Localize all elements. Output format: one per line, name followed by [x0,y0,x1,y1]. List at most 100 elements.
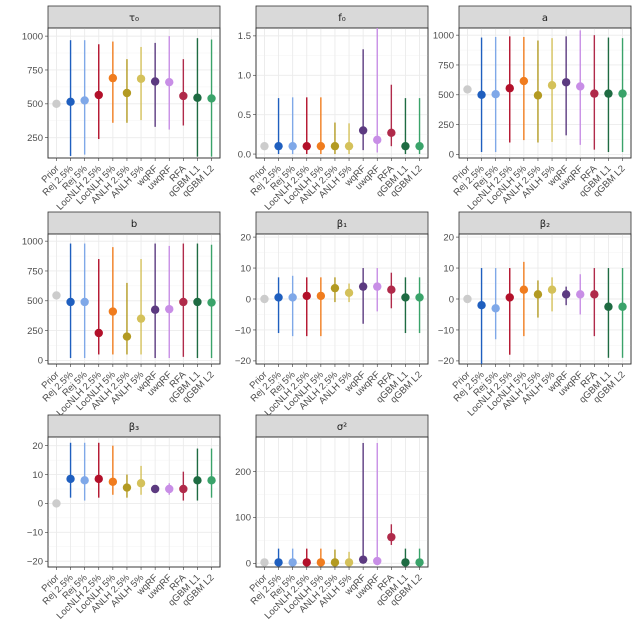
point-1 [260,294,269,304]
panel-title: σ² [337,422,347,433]
point-6 [533,91,543,100]
point-1 [52,291,61,300]
point-12 [207,476,216,485]
point-6 [122,88,132,98]
point-2 [274,293,283,302]
point-3 [491,304,500,313]
y-tick-label: 10 [443,263,454,274]
point-12 [618,302,627,311]
point-7 [136,314,146,323]
point-2 [477,90,486,99]
plot-area [255,27,429,159]
y-tick-label: 500 [27,296,43,307]
y-tick-label: 1000 [22,31,43,42]
point-6 [330,558,340,567]
plot-border [458,27,632,159]
point-2 [66,474,75,484]
point-4 [302,291,311,301]
point-9 [576,290,585,299]
point-11 [193,297,202,307]
y-tick-label: 250 [438,120,454,131]
point-6 [533,290,543,299]
y-tick-label: 250 [27,326,43,337]
y-tick-label: 0 [38,499,43,510]
y-tick-label: 750 [27,65,43,76]
point-11 [604,302,613,311]
point-8 [358,126,368,135]
panel-title: a [542,13,548,24]
panel-title: b [131,219,137,230]
plot-area [255,436,429,568]
point-4 [302,558,311,567]
point-4 [505,293,514,302]
plot-area [47,27,221,159]
point-9 [165,484,174,494]
point-5 [316,141,326,151]
point-1 [463,294,472,304]
y-tick-label: 20 [240,232,251,243]
y-tick-label: 0 [246,294,251,305]
point-8 [358,282,368,291]
point-9 [373,282,382,291]
point-3 [288,293,297,302]
point-3 [491,89,500,99]
point-3 [80,297,89,307]
plot-border [47,436,221,568]
point-5 [519,76,529,86]
point-12 [207,298,216,307]
panel-title: β₁ [337,219,347,230]
point-8 [561,78,571,87]
point-11 [193,476,202,485]
point-11 [401,293,410,302]
point-3 [80,96,89,105]
y-tick-label: 20 [443,232,454,243]
point-10 [590,290,599,299]
panel-title: β₃ [129,422,139,433]
point-12 [415,141,424,151]
point-5 [108,307,118,316]
y-tick-label: −20 [235,356,251,367]
y-tick-label: 10 [240,263,251,274]
y-tick-label: 100 [235,513,251,524]
point-5 [519,285,529,294]
point-12 [207,94,216,103]
point-2 [66,297,75,307]
y-tick-label: 20 [32,441,43,452]
point-4 [94,328,103,338]
y-tick-label: 0 [449,294,454,305]
plot-border [47,27,221,159]
y-tick-label: −10 [235,325,251,336]
y-tick-label: −10 [438,325,454,336]
point-11 [401,558,410,567]
point-11 [193,93,202,102]
point-9 [165,304,174,314]
point-8 [358,555,368,564]
y-tick-label: 500 [438,90,454,101]
point-5 [108,73,118,83]
point-10 [387,532,396,542]
y-tick-label: −20 [27,557,43,568]
panel-title: f₀ [338,13,346,24]
y-tick-label: 200 [235,467,251,478]
point-2 [274,558,283,567]
point-9 [373,135,382,145]
point-7 [136,479,146,488]
point-4 [302,141,311,151]
point-12 [415,293,424,302]
point-9 [576,82,585,91]
plot-border [255,233,429,365]
point-1 [260,558,269,567]
point-2 [66,97,75,107]
point-8 [150,77,160,86]
y-tick-label: −10 [27,528,43,539]
y-tick-label: 1000 [433,30,454,41]
point-11 [401,141,410,151]
point-8 [150,484,160,494]
y-tick-label: 750 [438,60,454,71]
